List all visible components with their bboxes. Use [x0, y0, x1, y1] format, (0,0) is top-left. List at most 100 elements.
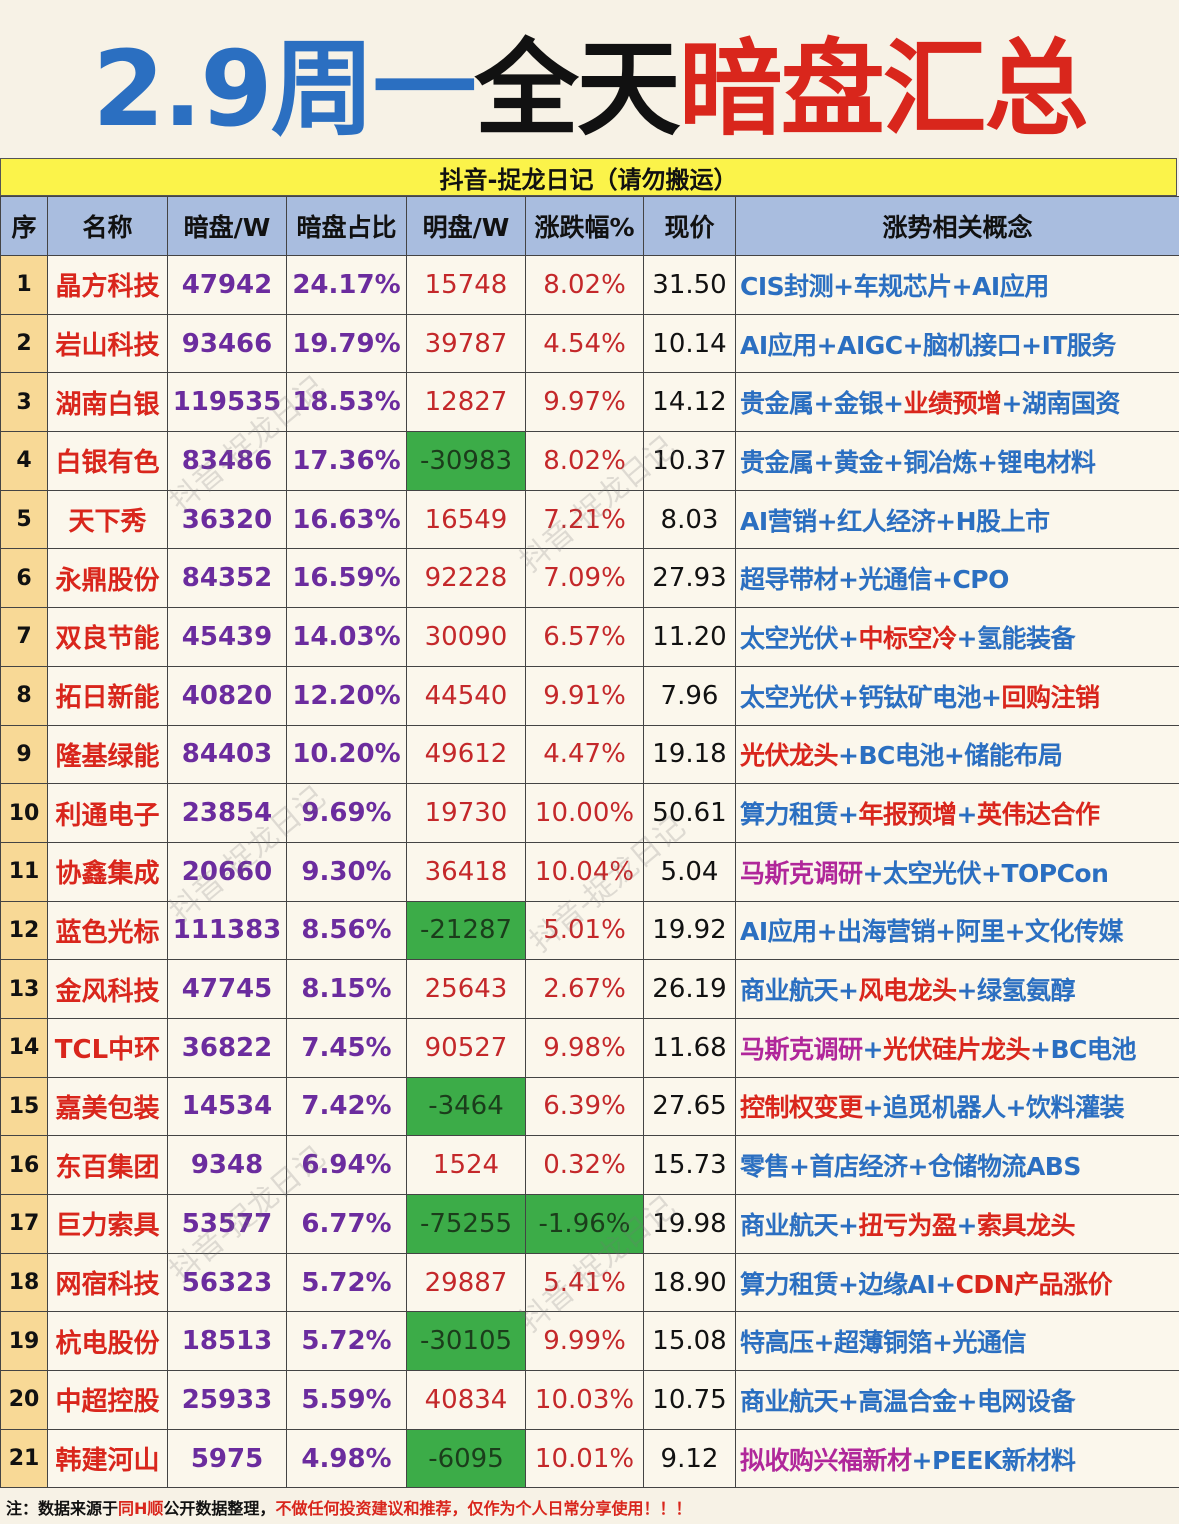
concept-tag: 太空光伏: [740, 682, 839, 712]
concept-tag: 车规芯片: [853, 271, 953, 301]
concept-separator: +: [956, 976, 977, 1006]
concept-separator: +: [956, 623, 977, 653]
lit-volume: 16549: [406, 489, 526, 550]
concept-tag: 扭亏为盈: [858, 1210, 957, 1240]
lit-volume: 12827: [406, 372, 526, 433]
concept-separator: +: [980, 858, 1002, 888]
row-index: 5: [0, 489, 48, 550]
concept-tag: 仓储物流ABS: [927, 1152, 1081, 1182]
row-index: 8: [0, 665, 48, 726]
dark-volume: 14534: [167, 1076, 287, 1137]
table-row: 13 金风科技 47745 8.15% 25643 2.67% 26.19 商业航天+风电龙头…: [0, 959, 1179, 1019]
concept-separator: +: [931, 1328, 953, 1358]
dark-volume: 93466: [167, 313, 287, 374]
concept-tag: 黄金: [833, 447, 884, 477]
concept-separator: +: [935, 917, 956, 947]
concept-tag: TOPCon: [1001, 858, 1109, 888]
header-price: 现价: [643, 196, 736, 256]
dark-ratio: 14.03%: [286, 607, 407, 667]
dark-volume: 40820: [167, 665, 287, 726]
concept-separator: +: [1029, 1034, 1051, 1064]
change-percent: 6.57%: [525, 607, 644, 667]
concept-tag: 业绩预增: [903, 389, 1002, 419]
row-index: 14: [0, 1017, 48, 1078]
note-prefix: 注：数据来源于: [6, 1499, 119, 1518]
row-index: 20: [0, 1370, 48, 1430]
concept-separator: +: [862, 1093, 884, 1123]
table-row: 7 双良节能 45439 14.03% 30090 6.57% 11.20 太空光伏+中标空冷…: [0, 607, 1179, 667]
table-header-row: 序 名称 暗盘/W 暗盘占比 明盘/W 涨跌幅% 现价 涨势相关概念: [0, 196, 1179, 256]
dark-ratio: 24.17%: [286, 255, 407, 315]
row-index: 10: [0, 783, 48, 843]
concept-tag: AI营销: [740, 506, 817, 536]
current-price: 27.65: [643, 1076, 736, 1137]
concept-tag: 算力租赁: [740, 1269, 839, 1299]
lit-volume: 39787: [406, 313, 526, 374]
current-price: 18.90: [643, 1252, 736, 1313]
concept-separator: +: [1021, 330, 1042, 360]
lit-volume: 29887: [406, 1252, 526, 1313]
change-percent: 10.00%: [525, 783, 644, 843]
dark-volume: 119535: [167, 372, 287, 433]
concept-tag: 超导带材: [740, 565, 839, 595]
current-price: 15.08: [643, 1311, 736, 1372]
concept-tag: 太空光伏: [882, 858, 982, 888]
row-index: 9: [0, 724, 48, 785]
concept-separator: +: [935, 1269, 956, 1299]
concept-tag: 贵金属: [740, 389, 814, 419]
lit-volume: -21287: [406, 900, 526, 961]
current-price: 11.68: [643, 1017, 736, 1078]
concept-separator: +: [813, 389, 835, 419]
concept-tag: 风电龙头: [858, 976, 957, 1006]
table-row: 2 岩山科技 93466 19.79% 39787 4.54% 10.14 AI应用+AIGC…: [0, 313, 1179, 374]
dark-volume: 25933: [167, 1370, 287, 1430]
concept-cell: 商业航天+高温合金+电网设备: [735, 1370, 1179, 1430]
concept-tag: CIS封测: [740, 271, 834, 301]
dark-volume: 53577: [167, 1194, 287, 1254]
change-percent: 9.97%: [525, 372, 644, 433]
concept-cell: 光伏龙头+BC电池+储能布局: [735, 724, 1179, 785]
lit-volume: 25643: [406, 959, 526, 1019]
row-index: 19: [0, 1311, 48, 1372]
concept-tag: 文化传媒: [1025, 917, 1124, 947]
current-price: 50.61: [643, 783, 736, 843]
footer-note: 注：数据来源于 同H顺 公开数据整理， 不做任何投资建议和推荐，仅作为个人日常分享使用…: [0, 1490, 1179, 1524]
dark-ratio: 5.59%: [286, 1370, 407, 1430]
concept-tag: 首店经济: [809, 1152, 908, 1182]
table-row: 20 中超控股 25933 5.59% 40834 10.03% 10.75 商业航天+高温合…: [0, 1370, 1179, 1430]
concept-tag: 光通信: [952, 1328, 1026, 1358]
table-row: 8 拓日新能 40820 12.20% 44540 9.91% 7.96 太空光伏+钙钛矿电池…: [0, 665, 1179, 726]
dark-ratio: 8.56%: [286, 900, 407, 961]
title-main: 暗盘汇总: [678, 27, 1089, 150]
table-row: 9 隆基绿能 84403 10.20% 49612 4.47% 19.18 光伏龙头+BC电池…: [0, 724, 1179, 785]
concept-tag: 光通信: [858, 565, 932, 595]
dark-ratio: 8.15%: [286, 959, 407, 1019]
concept-cell: AI应用+出海营销+阿里+文化传媒: [735, 900, 1179, 961]
stock-name: 利通电子: [47, 783, 168, 843]
row-index: 21: [0, 1428, 48, 1489]
concept-separator: +: [1001, 389, 1022, 419]
dark-volume: 84352: [167, 548, 287, 609]
concept-cell: AI营销+红人经济+H股上市: [735, 489, 1179, 550]
concept-tag: 红人经济: [837, 506, 936, 536]
concept-tag: 回购注销: [1001, 682, 1100, 712]
concept-tag: 金银: [833, 389, 884, 419]
lit-volume: 19730: [406, 783, 526, 843]
row-index: 18: [0, 1252, 48, 1313]
dark-pool-table: 序 名称 暗盘/W 暗盘占比 明盘/W 涨跌幅% 现价 涨势相关概念 1 晶方科技…: [0, 196, 1179, 1489]
concept-tag: 中标空冷: [858, 623, 957, 653]
dark-ratio: 6.77%: [286, 1194, 407, 1254]
concept-separator: +: [816, 917, 838, 947]
dark-ratio: 6.94%: [286, 1135, 407, 1195]
lit-volume: 1524: [406, 1135, 526, 1195]
concept-tag: 出海营销: [837, 917, 936, 947]
concept-tag: 边缘AI: [858, 1269, 936, 1299]
concept-tag: AIGC: [837, 330, 903, 360]
concept-tag: 脑机接口: [923, 330, 1022, 360]
lit-volume: 90527: [406, 1017, 526, 1078]
lit-volume: -3464: [406, 1076, 526, 1137]
concept-separator: +: [882, 447, 904, 477]
dark-ratio: 7.45%: [286, 1017, 407, 1078]
row-index: 11: [0, 841, 48, 902]
dark-ratio: 10.20%: [286, 724, 407, 785]
